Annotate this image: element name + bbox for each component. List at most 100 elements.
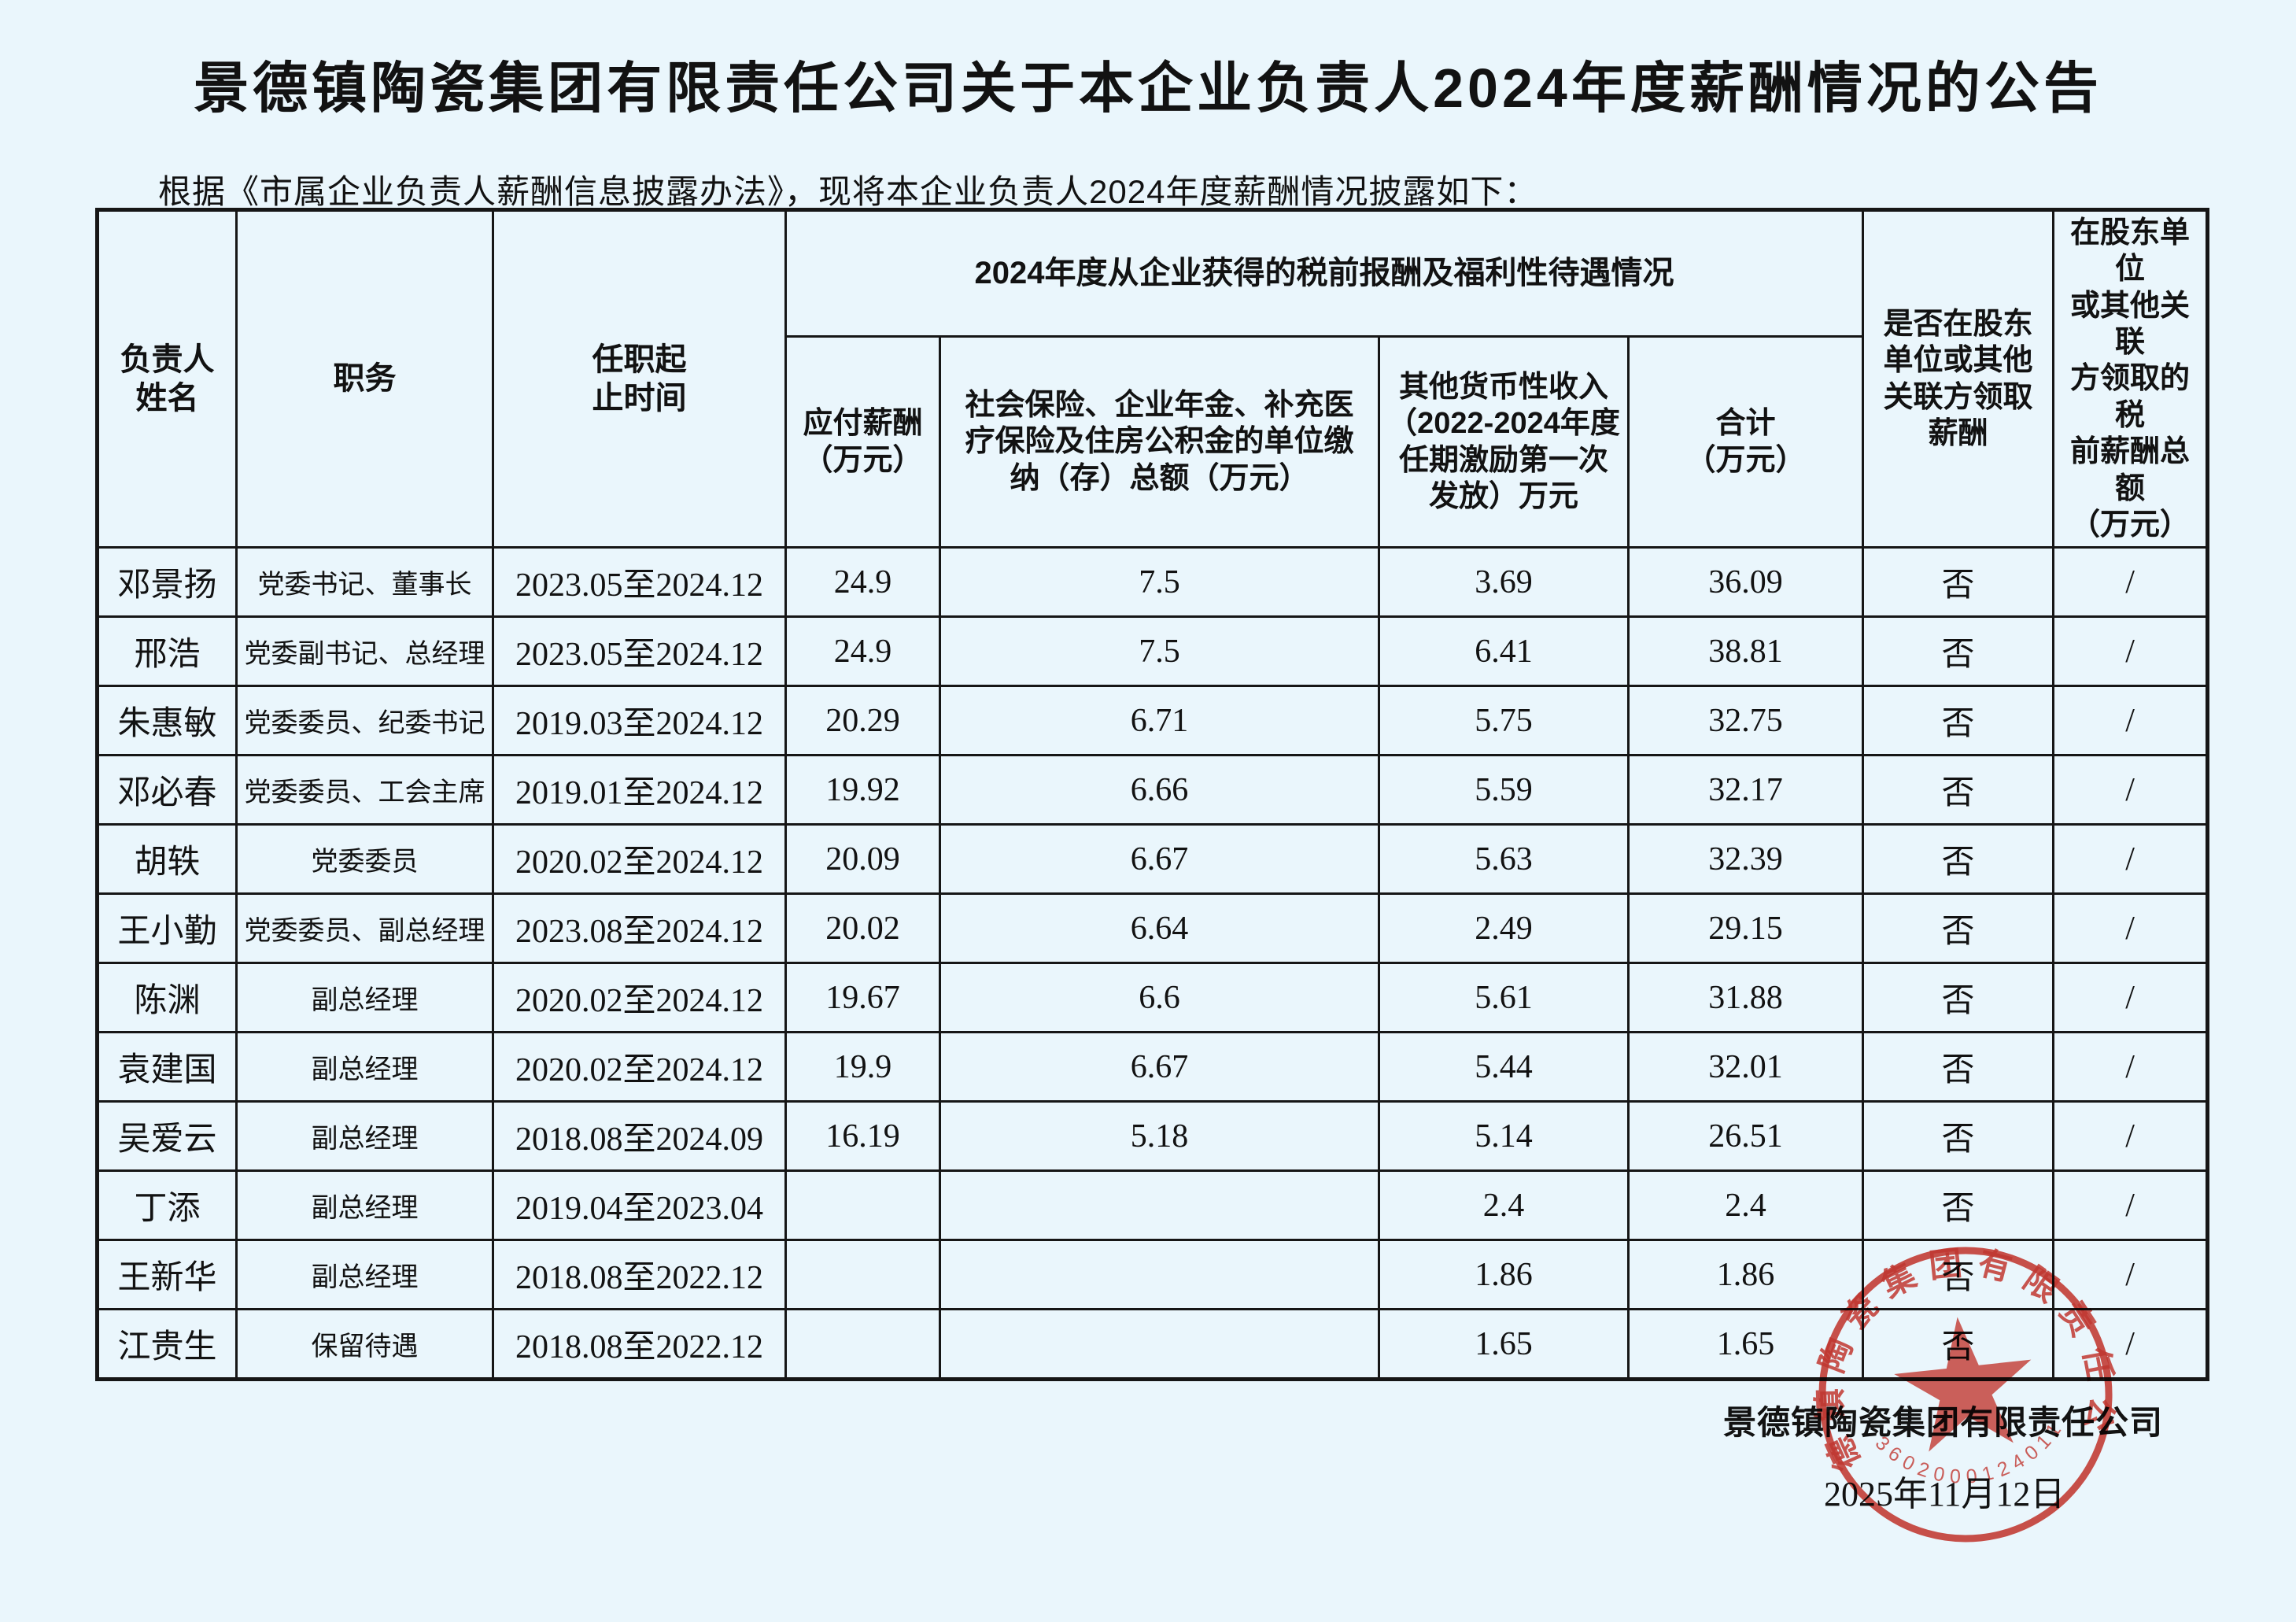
- cell-other-income: 2.49: [1378, 892, 1630, 965]
- cell-position: 党委副书记、总经理: [235, 615, 494, 688]
- cell-insurance: 6.67: [939, 1031, 1380, 1103]
- cell-payable: 16.19: [784, 1100, 941, 1173]
- cell-related-party: 否: [1862, 546, 2055, 619]
- cell-related-amount: /: [2052, 1100, 2209, 1173]
- cell-payable: 20.29: [784, 685, 941, 757]
- cell-total: 26.51: [1626, 1100, 1865, 1173]
- cell-term: 2023.08至2024.12: [492, 892, 787, 965]
- cell-payable: 24.9: [784, 546, 941, 619]
- cell-other-income: 1.65: [1378, 1308, 1630, 1381]
- cell-payable: 19.67: [784, 962, 941, 1034]
- cell-payable: 20.02: [784, 892, 941, 965]
- cell-position: 党委委员、工会主席: [235, 754, 494, 826]
- cell-payable: 19.9: [784, 1031, 941, 1103]
- cell-total: 38.81: [1626, 615, 1865, 688]
- cell-other-income: 5.75: [1378, 685, 1630, 757]
- cell-name: 邓景扬: [96, 546, 238, 619]
- cell-term: 2023.05至2024.12: [492, 546, 787, 619]
- cell-insurance: [939, 1239, 1380, 1311]
- cell-other-income: 5.14: [1378, 1100, 1630, 1173]
- cell-related-party: 否: [1862, 1031, 2055, 1103]
- cell-term: 2018.08至2024.09: [492, 1100, 787, 1173]
- page-title: 景德镇陶瓷集团有限责任公司关于本企业负责人2024年度薪酬情况的公告: [194, 57, 2102, 119]
- table-row: 吴爱云 副总经理 2018.08至2024.09 16.19 5.18 5.14 26.51…: [96, 1100, 2209, 1173]
- cell-payable: [784, 1239, 941, 1311]
- cell-position: 副总经理: [235, 1239, 494, 1311]
- table-row: 袁建国 副总经理 2020.02至2024.12 19.9 6.67 5.44 32.01 否…: [96, 1031, 2209, 1103]
- cell-term: 2019.03至2024.12: [492, 685, 787, 757]
- cell-name: 丁添: [96, 1169, 238, 1242]
- cell-name: 胡轶: [96, 823, 238, 896]
- cell-name: 袁建国: [96, 1031, 238, 1103]
- cell-name: 朱惠敏: [96, 685, 238, 757]
- cell-related-party: 否: [1862, 823, 2055, 896]
- cell-position: 党委委员: [235, 823, 494, 896]
- cell-related-amount: /: [2052, 892, 2209, 965]
- cell-total: 2.4: [1626, 1169, 1865, 1242]
- cell-insurance: 6.6: [939, 962, 1380, 1034]
- cell-position: 副总经理: [235, 1169, 494, 1242]
- cell-name: 邢浩: [96, 615, 238, 688]
- footer-company-name: 景德镇陶瓷集团有限责任公司: [1723, 1404, 2164, 1441]
- cell-related-party: 否: [1862, 962, 2055, 1034]
- cell-term: 2020.02至2024.12: [492, 1031, 787, 1103]
- cell-related-amount: /: [2052, 1239, 2209, 1311]
- cell-related-party: 否: [1862, 1169, 2055, 1242]
- cell-term: 2019.01至2024.12: [492, 754, 787, 826]
- cell-total: 36.09: [1626, 546, 1865, 619]
- cell-total: 31.88: [1626, 962, 1865, 1034]
- cell-other-income: 1.86: [1378, 1239, 1630, 1311]
- footer-date: 2025年11月12日: [1824, 1475, 2065, 1513]
- cell-other-income: 5.59: [1378, 754, 1630, 826]
- header-related-amount: 在股东单位 或其他关联 方领取的税 前薪酬总额 （万元）: [2052, 208, 2209, 549]
- cell-position: 副总经理: [235, 1031, 494, 1103]
- table-row: 邢浩 党委副书记、总经理 2023.05至2024.12 24.9 7.5 6.41 38.…: [96, 615, 2209, 688]
- cell-payable: 19.92: [784, 754, 941, 826]
- header-payable: 应付薪酬 （万元）: [784, 335, 941, 549]
- table-row: 丁添 副总经理 2019.04至2023.04 2.4 2.4 否 /: [96, 1169, 2209, 1242]
- header-total: 合计 （万元）: [1626, 335, 1865, 549]
- cell-insurance: 5.18: [939, 1100, 1380, 1173]
- cell-position: 副总经理: [235, 962, 494, 1034]
- cell-name: 陈渊: [96, 962, 238, 1034]
- cell-insurance: 7.5: [939, 546, 1380, 619]
- cell-related-party: 否: [1862, 1239, 2055, 1311]
- cell-other-income: 3.69: [1378, 546, 1630, 619]
- table-row: 王小勤 党委委员、副总经理 2023.08至2024.12 20.02 6.64 2.49…: [96, 892, 2209, 965]
- cell-name: 吴爱云: [96, 1100, 238, 1173]
- cell-related-amount: /: [2052, 546, 2209, 619]
- cell-position: 保留待遇: [235, 1308, 494, 1381]
- header-name: 负责人 姓名: [96, 208, 238, 549]
- cell-related-party: 否: [1862, 1100, 2055, 1173]
- cell-other-income: 5.44: [1378, 1031, 1630, 1103]
- cell-position: 党委委员、纪委书记: [235, 685, 494, 757]
- header-other-income: 其他货币性收入 （2022-2024年度 任期激励第一次 发放）万元: [1378, 335, 1630, 549]
- cell-position: 党委委员、副总经理: [235, 892, 494, 965]
- cell-total: 1.65: [1626, 1308, 1865, 1381]
- cell-name: 王新华: [96, 1239, 238, 1311]
- cell-related-amount: /: [2052, 754, 2209, 826]
- cell-insurance: 6.71: [939, 685, 1380, 757]
- table-row: 陈渊 副总经理 2020.02至2024.12 19.67 6.6 5.61 31.88 否 /: [96, 962, 2209, 1034]
- cell-insurance: [939, 1169, 1380, 1242]
- table-body: 邓景扬 党委书记、董事长 2023.05至2024.12 24.9 7.5 3.69 36.…: [96, 546, 2209, 1381]
- cell-term: 2023.05至2024.12: [492, 615, 787, 688]
- cell-related-party: 否: [1862, 615, 2055, 688]
- table-row: 朱惠敏 党委委员、纪委书记 2019.03至2024.12 20.29 6.71 5.75…: [96, 685, 2209, 757]
- cell-total: 32.01: [1626, 1031, 1865, 1103]
- header-insurance: 社会保险、企业年金、补充医 疗保险及住房公积金的单位缴 纳（存）总额（万元）: [939, 335, 1380, 549]
- cell-payable: 24.9: [784, 615, 941, 688]
- cell-term: 2018.08至2022.12: [492, 1239, 787, 1311]
- cell-total: 1.86: [1626, 1239, 1865, 1311]
- cell-term: 2018.08至2022.12: [492, 1308, 787, 1381]
- cell-other-income: 5.61: [1378, 962, 1630, 1034]
- cell-related-amount: /: [2052, 615, 2209, 688]
- cell-related-amount: /: [2052, 823, 2209, 896]
- cell-related-amount: /: [2052, 685, 2209, 757]
- cell-related-amount: /: [2052, 962, 2209, 1034]
- table-row: 邓必春 党委委员、工会主席 2019.01至2024.12 19.92 6.66 5.59…: [96, 754, 2209, 826]
- cell-total: 32.75: [1626, 685, 1865, 757]
- table-row: 王新华 副总经理 2018.08至2022.12 1.86 1.86 否 /: [96, 1239, 2209, 1311]
- cell-insurance: 6.66: [939, 754, 1380, 826]
